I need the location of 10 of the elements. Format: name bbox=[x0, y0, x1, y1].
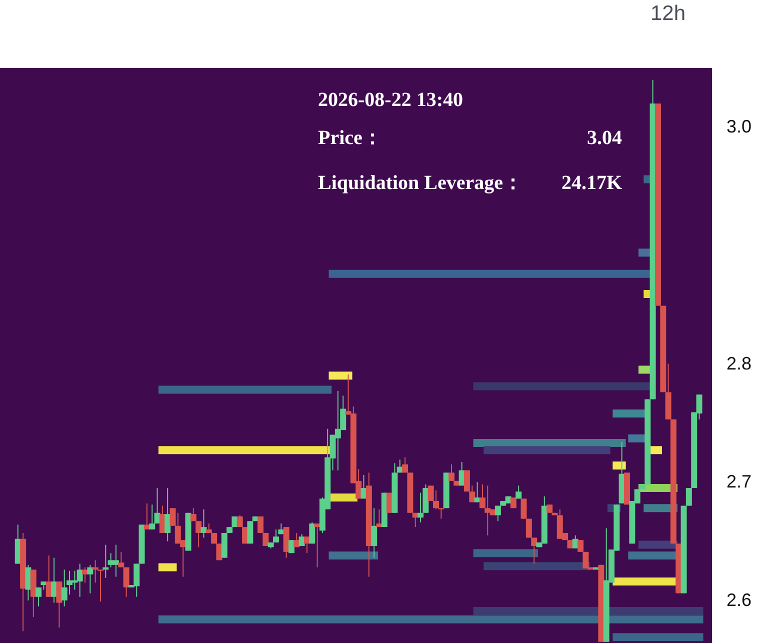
annotation: Price： bbox=[318, 127, 382, 149]
y-tick-label: 2.8 bbox=[726, 353, 752, 374]
text: 12h bbox=[650, 2, 686, 25]
annotation: 2026-08-22 13:40 bbox=[318, 89, 463, 111]
y-tick-label: 2.7 bbox=[726, 472, 752, 492]
y-tick-label: 2.6 bbox=[726, 590, 752, 610]
y-tick-label: 3.0 bbox=[726, 116, 752, 137]
annotation: 24.17K bbox=[561, 172, 622, 194]
annotation: 3.04 bbox=[587, 127, 622, 149]
annotation: Liquidation Leverage： bbox=[318, 172, 524, 194]
